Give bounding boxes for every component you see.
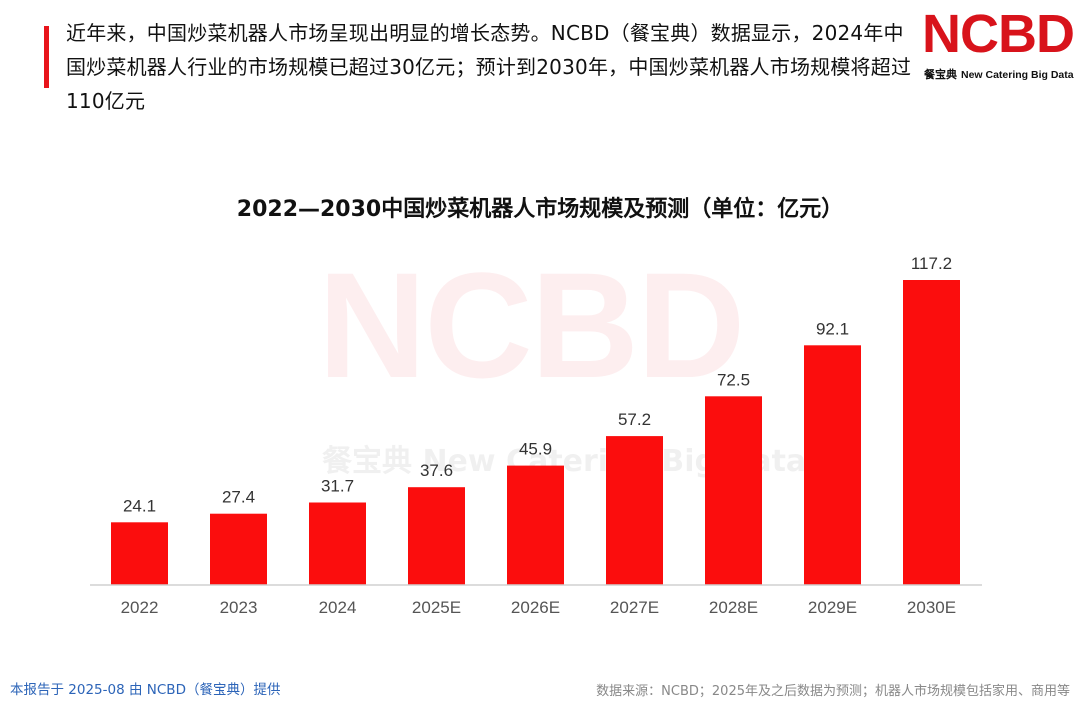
logo-subtitle: 餐宝典 New Catering Big Data [924, 66, 1074, 82]
bar-2023 [210, 513, 267, 585]
logo-mark: NCBD [922, 4, 1075, 64]
bar-2027E [606, 436, 663, 585]
value-label-2025E: 37.6 [420, 461, 453, 480]
value-label-2029E: 92.1 [816, 319, 849, 338]
bar-2030E [903, 280, 960, 585]
value-label-2026E: 45.9 [519, 440, 552, 459]
bar-2026E [507, 465, 564, 585]
bar-2024 [309, 502, 366, 585]
ncbd-logo: NCBD 餐宝典 New Catering Big Data [922, 4, 1075, 84]
value-label-2024: 31.7 [321, 477, 354, 496]
intro-text: 近年来，中国炒菜机器人市场呈现出明显的增长态势。NCBD（餐宝典）数据显示，20… [66, 21, 912, 113]
x-tick-2027E: 2027E [610, 598, 659, 617]
value-label-2022: 24.1 [123, 496, 156, 515]
x-tick-2024: 2024 [319, 598, 357, 617]
value-label-2030E: 117.2 [911, 254, 952, 273]
x-tick-2028E: 2028E [709, 598, 758, 617]
logo-en: New Catering Big Data [961, 69, 1074, 81]
bars-layer: 24.1 2022 27.4 2023 31.7 2024 37.6 2025E 45.9 202… [111, 254, 960, 617]
bar-2025E [408, 487, 465, 585]
x-tick-2029E: 2029E [808, 598, 857, 617]
x-tick-2023: 2023 [220, 598, 258, 617]
accent-bar [44, 26, 49, 88]
chart-title: 2022—2030中国炒菜机器人市场规模及预测（单位：亿元） [237, 196, 843, 222]
footer-provider: 本报告于 2025-08 由 NCBD（餐宝典）提供 [10, 682, 281, 698]
x-tick-2030E: 2030E [907, 598, 956, 617]
x-tick-2026E: 2026E [511, 598, 560, 617]
logo-cn: 餐宝典 [924, 68, 957, 81]
x-tick-2022: 2022 [121, 598, 159, 617]
value-label-2027E: 57.2 [618, 410, 651, 429]
bar-2028E [705, 396, 762, 585]
value-label-2028E: 72.5 [717, 370, 750, 389]
value-label-2023: 27.4 [222, 488, 255, 507]
bar-2029E [804, 345, 861, 585]
bar-2022 [111, 522, 168, 585]
x-tick-2025E: 2025E [412, 598, 461, 617]
bar-chart: 2022—2030中国炒菜机器人市场规模及预测（单位：亿元） 24.120222… [90, 196, 982, 617]
footer-source: 数据来源：NCBD；2025年及之后数据为预测；机器人市场规模包括家用、商用等 [596, 684, 1070, 699]
